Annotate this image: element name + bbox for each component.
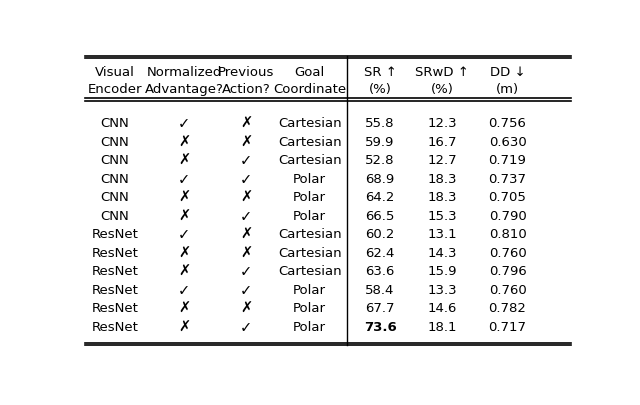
Text: 0.796: 0.796 — [489, 264, 527, 277]
Text: Cartesian: Cartesian — [278, 117, 342, 130]
Text: ✓: ✓ — [178, 171, 190, 186]
Text: ✓: ✓ — [240, 319, 252, 334]
Text: 15.9: 15.9 — [428, 264, 457, 277]
Text: ✓: ✓ — [178, 116, 190, 131]
Text: ✗: ✗ — [240, 190, 252, 205]
Text: 0.705: 0.705 — [488, 191, 527, 204]
Text: Polar: Polar — [293, 209, 326, 222]
Text: Cartesian: Cartesian — [278, 246, 342, 259]
Text: ✗: ✗ — [178, 134, 190, 149]
Text: ✗: ✗ — [240, 134, 252, 149]
Text: ✗: ✗ — [178, 301, 190, 315]
Text: ✓: ✓ — [240, 263, 252, 278]
Text: CNN: CNN — [100, 154, 129, 167]
Text: ResNet: ResNet — [92, 301, 138, 314]
Text: 52.8: 52.8 — [365, 154, 395, 167]
Text: 64.2: 64.2 — [365, 191, 395, 204]
Text: Polar: Polar — [293, 191, 326, 204]
Text: Encoder: Encoder — [88, 83, 142, 96]
Text: 0.630: 0.630 — [489, 135, 527, 148]
Text: (m): (m) — [496, 83, 519, 96]
Text: ✓: ✓ — [240, 171, 252, 186]
Text: CNN: CNN — [100, 209, 129, 222]
Text: 66.5: 66.5 — [365, 209, 395, 222]
Text: Coordinate: Coordinate — [273, 83, 346, 96]
Text: ResNet: ResNet — [92, 320, 138, 333]
Text: 55.8: 55.8 — [365, 117, 395, 130]
Text: 15.3: 15.3 — [428, 209, 457, 222]
Text: ✓: ✓ — [178, 226, 190, 241]
Text: ✗: ✗ — [178, 208, 190, 223]
Text: 0.756: 0.756 — [488, 117, 527, 130]
Text: ✗: ✗ — [178, 263, 190, 278]
Text: 0.737: 0.737 — [488, 172, 527, 185]
Text: Action?: Action? — [222, 83, 271, 96]
Text: 0.810: 0.810 — [489, 228, 527, 241]
Text: Cartesian: Cartesian — [278, 135, 342, 148]
Text: ✓: ✓ — [240, 208, 252, 223]
Text: 62.4: 62.4 — [365, 246, 395, 259]
Text: 13.1: 13.1 — [428, 228, 457, 241]
Text: Normalized: Normalized — [147, 66, 222, 79]
Text: ✗: ✗ — [178, 245, 190, 260]
Text: 68.9: 68.9 — [365, 172, 395, 185]
Text: ✓: ✓ — [240, 282, 252, 297]
Text: Cartesian: Cartesian — [278, 264, 342, 277]
Text: Advantage?: Advantage? — [145, 83, 223, 96]
Text: Polar: Polar — [293, 320, 326, 333]
Text: ResNet: ResNet — [92, 228, 138, 241]
Text: Polar: Polar — [293, 301, 326, 314]
Text: CNN: CNN — [100, 172, 129, 185]
Text: 14.3: 14.3 — [428, 246, 457, 259]
Text: Previous: Previous — [218, 66, 275, 79]
Text: 73.6: 73.6 — [364, 320, 396, 333]
Text: 58.4: 58.4 — [365, 283, 395, 296]
Text: (%): (%) — [431, 83, 454, 96]
Text: 12.3: 12.3 — [428, 117, 457, 130]
Text: Goal: Goal — [294, 66, 324, 79]
Text: 0.760: 0.760 — [489, 283, 527, 296]
Text: 0.782: 0.782 — [488, 301, 527, 314]
Text: DD ↓: DD ↓ — [490, 66, 525, 79]
Text: Polar: Polar — [293, 172, 326, 185]
Text: ✗: ✗ — [240, 301, 252, 315]
Text: 0.719: 0.719 — [488, 154, 527, 167]
Text: 14.6: 14.6 — [428, 301, 457, 314]
Text: 18.3: 18.3 — [428, 172, 457, 185]
Text: 60.2: 60.2 — [365, 228, 395, 241]
Text: CNN: CNN — [100, 191, 129, 204]
Text: ✗: ✗ — [240, 245, 252, 260]
Text: 63.6: 63.6 — [365, 264, 395, 277]
Text: 13.3: 13.3 — [428, 283, 457, 296]
Text: 0.790: 0.790 — [489, 209, 527, 222]
Text: (%): (%) — [369, 83, 392, 96]
Text: 18.3: 18.3 — [428, 191, 457, 204]
Text: ✗: ✗ — [178, 153, 190, 168]
Text: ✗: ✗ — [240, 116, 252, 131]
Text: SR ↑: SR ↑ — [364, 66, 397, 79]
Text: SRwD ↑: SRwD ↑ — [415, 66, 469, 79]
Text: 12.7: 12.7 — [428, 154, 457, 167]
Text: Cartesian: Cartesian — [278, 154, 342, 167]
Text: ResNet: ResNet — [92, 246, 138, 259]
Text: ResNet: ResNet — [92, 283, 138, 296]
Text: ✓: ✓ — [240, 153, 252, 168]
Text: Polar: Polar — [293, 283, 326, 296]
Text: ResNet: ResNet — [92, 264, 138, 277]
Text: CNN: CNN — [100, 117, 129, 130]
Text: Cartesian: Cartesian — [278, 228, 342, 241]
Text: ✗: ✗ — [178, 319, 190, 334]
Text: Visual: Visual — [95, 66, 134, 79]
Text: 67.7: 67.7 — [365, 301, 395, 314]
Text: ✓: ✓ — [178, 282, 190, 297]
Text: 0.760: 0.760 — [489, 246, 527, 259]
Text: 0.717: 0.717 — [488, 320, 527, 333]
Text: 16.7: 16.7 — [428, 135, 457, 148]
Text: 18.1: 18.1 — [428, 320, 457, 333]
Text: ✗: ✗ — [240, 226, 252, 241]
Text: CNN: CNN — [100, 135, 129, 148]
Text: ✗: ✗ — [178, 190, 190, 205]
Text: 59.9: 59.9 — [365, 135, 395, 148]
